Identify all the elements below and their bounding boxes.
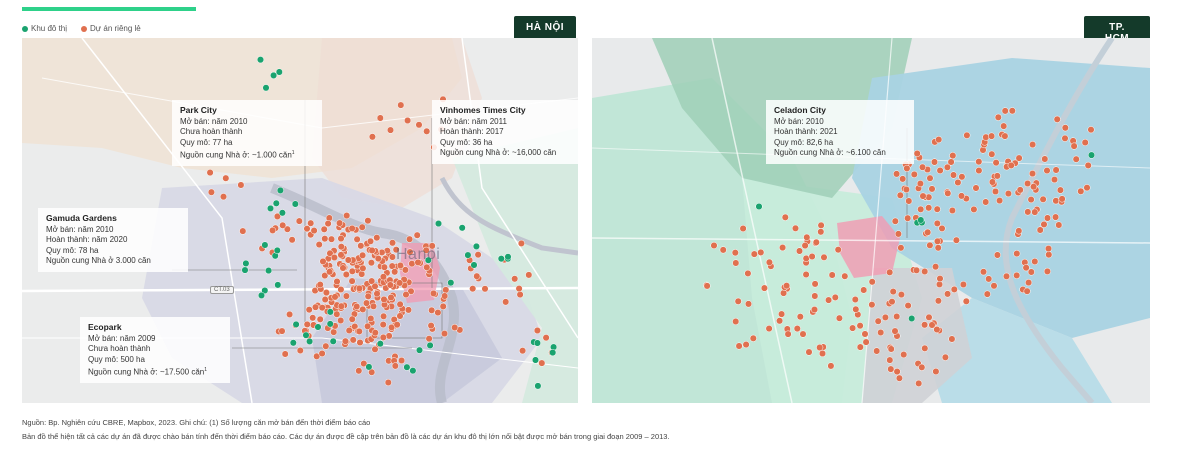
legend-label: Dự án riêng lẻ — [90, 24, 141, 33]
hcm-map[interactable]: Celadon City Mở bán: 2010 Hoàn thành: 20… — [592, 38, 1150, 403]
project-card-gamuda-gardens[interactable]: Gamuda Gardens Mở bán: năm 2010 Hoàn thà… — [38, 208, 188, 272]
project-detail: Chưa hoàn thành — [180, 127, 243, 136]
hanoi-map[interactable]: CT.03 Hanoi Park City Mở bán: năm 2010 C… — [22, 38, 578, 403]
project-detail: Hoàn thành: năm 2020 — [46, 235, 128, 244]
project-detail: Hoàn thành: 2021 — [774, 127, 838, 136]
hcm-map-svg — [592, 38, 1150, 403]
project-detail: Nguồn cung Nhà ở: ~16,000 căn — [440, 148, 557, 157]
source-note: Nguồn: Bp. Nghiên cứu CBRE, Mapbox, 2023… — [22, 418, 371, 427]
map-legend: Khu đô thị Dự án riêng lẻ — [22, 24, 141, 33]
project-detail: Mở bán: năm 2010 — [46, 224, 114, 234]
project-detail: Mở bán: năm 2010 — [180, 116, 248, 126]
project-card-vinhomes-times-city[interactable]: Vinhomes Times City Mở bán: năm 2011 Hoà… — [432, 100, 578, 164]
project-detail: Nguồn cung Nhà ở 3.000 căn — [46, 256, 151, 265]
urban-area-dot-icon — [22, 25, 28, 32]
project-detail: Nguồn cung Nhà ở: ~1.000 căn1 — [180, 150, 295, 160]
project-name: Ecopark — [88, 322, 122, 332]
footnote-marker: 1 — [204, 367, 207, 373]
project-detail: Quy mô: 36 ha — [440, 137, 493, 147]
project-name: Vinhomes Times City — [440, 105, 526, 115]
project-detail: Quy mô: 78 ha — [46, 245, 99, 255]
project-detail: Chưa hoàn thành — [88, 344, 151, 353]
project-name: Park City — [180, 105, 217, 115]
hanoi-map-tag: HÀ NỘI — [514, 16, 576, 39]
map-description-note: Bản đồ thể hiện tất cả các dự án đã được… — [22, 432, 670, 441]
footnote-marker: 1 — [291, 150, 295, 156]
project-detail: Hoàn thành: 2017 — [440, 127, 504, 136]
hanoi-city-label: Hanoi — [396, 246, 441, 263]
project-detail: Mở bán: năm 2011 — [440, 116, 507, 126]
project-card-ecopark[interactable]: Ecopark Mở bán: năm 2009 Chưa hoàn thành… — [80, 317, 230, 384]
project-detail: Nguồn cung Nhà ở: ~17.500 căn1 — [88, 367, 207, 377]
accent-bar — [22, 7, 196, 11]
legend-item-single-project: Dự án riêng lẻ — [81, 24, 141, 33]
project-name: Celadon City — [774, 105, 826, 115]
project-name: Gamuda Gardens — [46, 213, 117, 223]
project-card-celadon-city[interactable]: Celadon City Mở bán: 2010 Hoàn thành: 20… — [766, 100, 914, 164]
legend-label: Khu đô thị — [31, 24, 68, 33]
legend-item-urban-area: Khu đô thị — [22, 24, 67, 33]
project-detail: Quy mô: 77 ha — [180, 137, 233, 147]
project-detail: Nguồn cung Nhà ở: ~6.100 căn — [774, 148, 886, 157]
project-card-park-city[interactable]: Park City Mở bán: năm 2010 Chưa hoàn thà… — [172, 100, 322, 167]
project-detail: Mở bán: 2010 — [774, 116, 824, 126]
project-detail: Quy mô: 500 ha — [88, 354, 145, 364]
project-detail: Mở bán: năm 2009 — [88, 333, 156, 343]
project-detail: Quy mô: 82,6 ha — [774, 137, 834, 147]
road-label: CT.03 — [210, 286, 234, 294]
single-project-dot-icon — [81, 25, 88, 32]
